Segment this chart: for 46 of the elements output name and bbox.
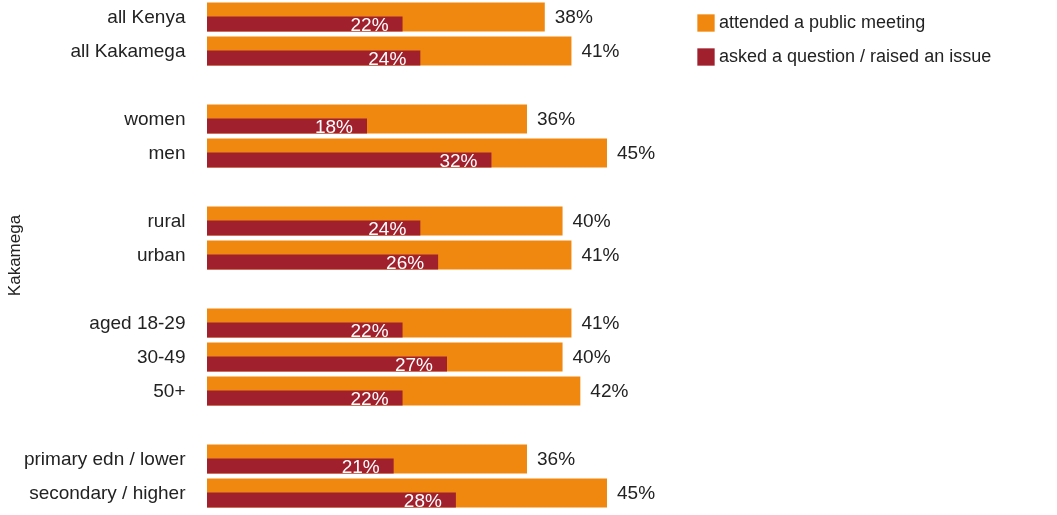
- data-label: 22%: [350, 320, 389, 341]
- bar: [207, 356, 447, 372]
- data-label: 21%: [341, 456, 380, 477]
- y-tick-label: all Kenya: [107, 6, 186, 27]
- data-label: 41%: [581, 40, 620, 61]
- y-tick-label: secondary / higher: [29, 482, 187, 503]
- data-label: 42%: [590, 380, 629, 401]
- data-label: 45%: [617, 142, 656, 163]
- legend-label: asked a question / raised an issue: [719, 46, 992, 66]
- y-tick-label: aged 18-29: [89, 312, 186, 333]
- data-label: 38%: [554, 6, 593, 27]
- data-label: 22%: [350, 388, 389, 409]
- data-label: 45%: [617, 482, 656, 503]
- y-tick-label: 30-49: [136, 346, 186, 367]
- bar: [207, 322, 403, 338]
- bar: [207, 390, 403, 406]
- y-tick-label: men: [148, 142, 186, 163]
- data-label: 28%: [403, 490, 442, 511]
- bar: [207, 16, 403, 32]
- bar: [207, 50, 421, 66]
- data-label: 32%: [439, 150, 478, 171]
- bar: [207, 254, 439, 270]
- data-label: 24%: [368, 48, 407, 69]
- data-label: 22%: [350, 14, 389, 35]
- legend-label: attended a public meeting: [719, 12, 926, 32]
- y-axis-title: Kakamega: [4, 214, 24, 297]
- y-tick-label: women: [123, 108, 186, 129]
- y-tick-label: primary edn / lower: [23, 448, 187, 469]
- y-tick-label: all Kakamega: [70, 40, 186, 61]
- bar: [207, 220, 421, 236]
- data-label: 27%: [394, 354, 434, 375]
- data-label: 40%: [572, 210, 611, 231]
- data-label: 18%: [314, 116, 354, 137]
- data-label: 36%: [537, 108, 576, 129]
- data-label: 41%: [581, 244, 620, 265]
- data-label: 36%: [537, 448, 576, 469]
- bar: [207, 492, 456, 508]
- bar: [207, 458, 394, 474]
- data-label: 26%: [386, 252, 425, 273]
- bar: [207, 152, 492, 168]
- y-tick-label: rural: [147, 210, 186, 231]
- data-label: 40%: [572, 346, 611, 367]
- y-tick-label: urban: [136, 244, 186, 265]
- y-tick-label: 50+: [153, 380, 186, 401]
- data-label: 24%: [368, 218, 407, 239]
- data-label: 41%: [581, 312, 620, 333]
